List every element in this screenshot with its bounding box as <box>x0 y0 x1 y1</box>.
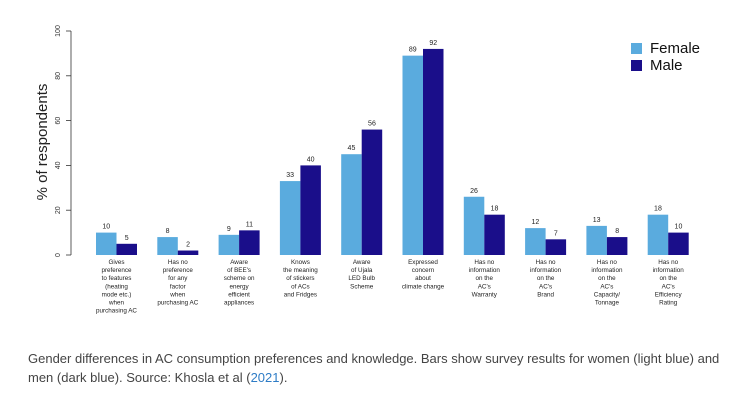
category-label: Gives preference to features (heating mode e… <box>96 259 137 315</box>
bar-female <box>157 237 178 255</box>
bar-male <box>300 165 321 255</box>
data-label-female: 45 <box>348 145 356 152</box>
data-label-female: 10 <box>102 224 110 231</box>
caption-text-end: ). <box>279 370 288 385</box>
bar-chart-svg: 0 20 40 60 80 100 % of respondents 10 5 8 2 9 11 33… <box>34 25 700 315</box>
figure-caption: Gender differences in AC consumption pre… <box>28 349 728 387</box>
citation-link[interactable]: 2021 <box>250 370 280 385</box>
data-label-male: 40 <box>307 156 315 163</box>
data-label-female: 18 <box>654 206 662 213</box>
category-label: Knows the meaning of stickers of ACs and Fri… <box>283 259 318 298</box>
bar-male <box>545 239 567 255</box>
bar-female <box>341 154 362 255</box>
category-labels: Gives preference to features (heating mode e… <box>96 259 684 315</box>
data-label-female: 33 <box>286 172 294 179</box>
bar-female <box>279 181 301 255</box>
data-label-female: 26 <box>470 188 478 195</box>
data-label-female: 12 <box>531 219 539 226</box>
data-label-male: 18 <box>491 206 499 213</box>
bar-female <box>586 225 607 255</box>
category-label: Has no information on the AC's Warranty <box>469 259 501 298</box>
bar-female <box>647 214 669 255</box>
y-tick-label: 100 <box>55 25 62 37</box>
data-label-female: 9 <box>227 226 231 233</box>
bar-male <box>239 230 260 255</box>
chart: 0 20 40 60 80 100 % of respondents 10 5 8 2 9 11 33… <box>34 25 700 315</box>
data-label-female: 13 <box>593 217 601 224</box>
data-label-male: 11 <box>246 221 253 228</box>
bar-female <box>525 228 546 255</box>
category-label: Has no information on the AC's Capacity/Tonn… <box>591 259 623 307</box>
y-tick-label: 60 <box>55 117 62 125</box>
category-label: Aware of Ujala LED Bulb Scheme <box>348 259 375 290</box>
category-label: Has no information on the AC's Brand <box>530 259 562 298</box>
y-tick-label: 20 <box>55 206 62 214</box>
bar-male <box>668 232 689 255</box>
data-label-female: 8 <box>166 228 170 235</box>
legend-swatch-female <box>631 43 642 54</box>
data-label-male: 2 <box>186 242 190 249</box>
bar-female <box>218 234 240 255</box>
data-label-female: 89 <box>409 47 417 54</box>
bar-male <box>361 129 383 255</box>
category-label: Expressed concern about climate change <box>402 259 445 290</box>
data-label-male: 5 <box>125 235 129 242</box>
bar-male <box>484 214 505 255</box>
legend-swatch-male <box>631 60 642 71</box>
data-label-male: 8 <box>615 228 619 235</box>
y-axis-label: % of respondents <box>34 84 51 201</box>
data-labels: 10 5 8 2 9 11 33 40 45 56 89 92 26 18 12 7 13 8 18 10 <box>102 40 682 249</box>
y-tick-label: 0 <box>55 253 62 257</box>
data-label-male: 10 <box>675 224 683 231</box>
category-label: Has no information on the AC's Efficiency Rat… <box>653 259 685 307</box>
legend-label-male: Male <box>650 57 683 74</box>
legend-label-female: Female <box>650 40 700 57</box>
bar-male <box>116 243 137 255</box>
y-tick-label: 40 <box>55 161 62 169</box>
bars <box>96 48 689 255</box>
bar-female <box>402 55 423 255</box>
category-label: Has no preference for any factor when purchas… <box>157 259 198 307</box>
bar-female <box>463 196 485 255</box>
bar-male <box>423 48 444 255</box>
data-label-male: 56 <box>368 121 376 128</box>
bar-male <box>606 237 628 255</box>
data-label-male: 92 <box>429 40 437 47</box>
bar-male <box>177 250 199 255</box>
y-axis: 0 20 40 60 80 100 <box>55 25 72 257</box>
y-tick-label: 80 <box>55 72 62 80</box>
data-label-male: 7 <box>554 230 558 237</box>
caption-text: Gender differences in AC consumption pre… <box>28 351 720 385</box>
bar-female <box>96 232 117 255</box>
category-label: Aware of BEE's scheme on energy efficient app… <box>224 259 255 307</box>
